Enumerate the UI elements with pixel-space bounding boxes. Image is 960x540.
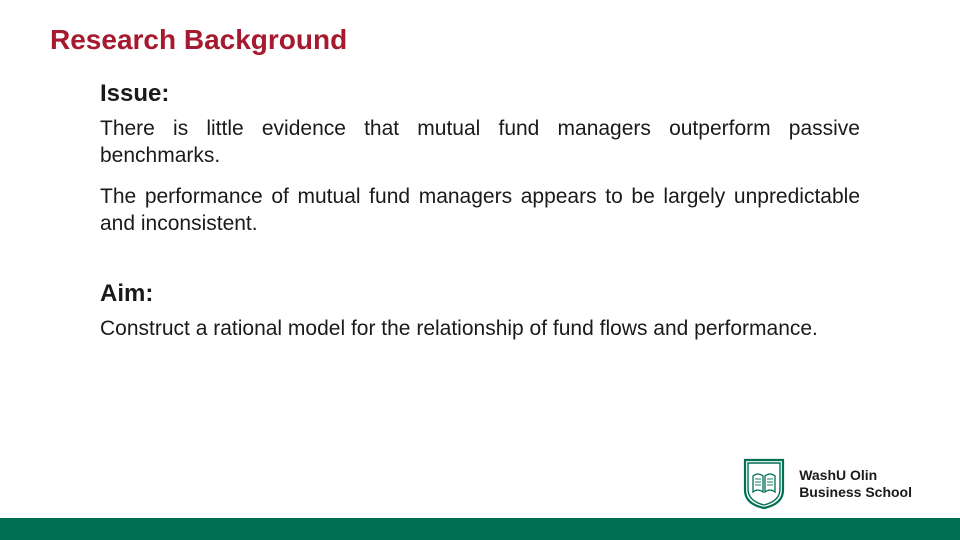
footer-band xyxy=(0,518,960,540)
logo: WashU Olin Business School xyxy=(743,458,912,510)
aim-heading: Aim: xyxy=(100,280,860,308)
logo-text: WashU Olin Business School xyxy=(799,467,912,501)
logo-line-2: Business School xyxy=(799,484,912,501)
issue-paragraph-1: There is little evidence that mutual fun… xyxy=(100,116,860,170)
aim-paragraph-1: Construct a rational model for the relat… xyxy=(100,316,860,343)
content-area: Issue: There is little evidence that mut… xyxy=(100,80,860,356)
issue-paragraph-2: The performance of mutual fund managers … xyxy=(100,184,860,238)
issue-heading: Issue: xyxy=(100,80,860,108)
slide-title: Research Background xyxy=(50,24,347,56)
logo-line-1: WashU Olin xyxy=(799,467,912,484)
shield-icon xyxy=(743,458,785,510)
